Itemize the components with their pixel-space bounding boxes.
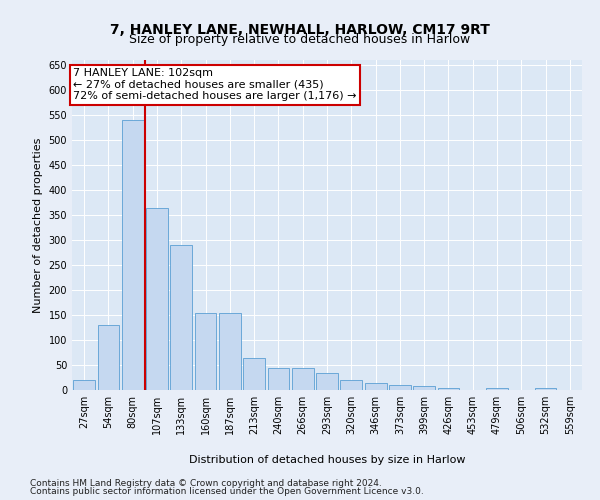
Bar: [535, 388, 556, 390]
Bar: [437, 388, 460, 390]
Bar: [268, 368, 289, 390]
Bar: [365, 382, 386, 390]
Text: 7 HANLEY LANE: 102sqm
← 27% of detached houses are smaller (435)
72% of semi-det: 7 HANLEY LANE: 102sqm ← 27% of detached …: [73, 68, 356, 102]
Bar: [194, 312, 217, 390]
Y-axis label: Number of detached properties: Number of detached properties: [33, 138, 43, 312]
Bar: [122, 120, 143, 390]
Bar: [316, 372, 338, 390]
Bar: [73, 380, 95, 390]
Bar: [486, 388, 508, 390]
Text: Contains HM Land Registry data © Crown copyright and database right 2024.: Contains HM Land Registry data © Crown c…: [30, 478, 382, 488]
Bar: [292, 368, 314, 390]
Bar: [243, 358, 265, 390]
Bar: [413, 386, 435, 390]
Bar: [97, 325, 119, 390]
Bar: [340, 380, 362, 390]
Text: Contains public sector information licensed under the Open Government Licence v3: Contains public sector information licen…: [30, 487, 424, 496]
Bar: [219, 312, 241, 390]
Bar: [170, 245, 192, 390]
Text: Size of property relative to detached houses in Harlow: Size of property relative to detached ho…: [130, 32, 470, 46]
Text: 7, HANLEY LANE, NEWHALL, HARLOW, CM17 9RT: 7, HANLEY LANE, NEWHALL, HARLOW, CM17 9R…: [110, 22, 490, 36]
Bar: [389, 385, 411, 390]
Bar: [146, 208, 168, 390]
Text: Distribution of detached houses by size in Harlow: Distribution of detached houses by size …: [189, 455, 465, 465]
